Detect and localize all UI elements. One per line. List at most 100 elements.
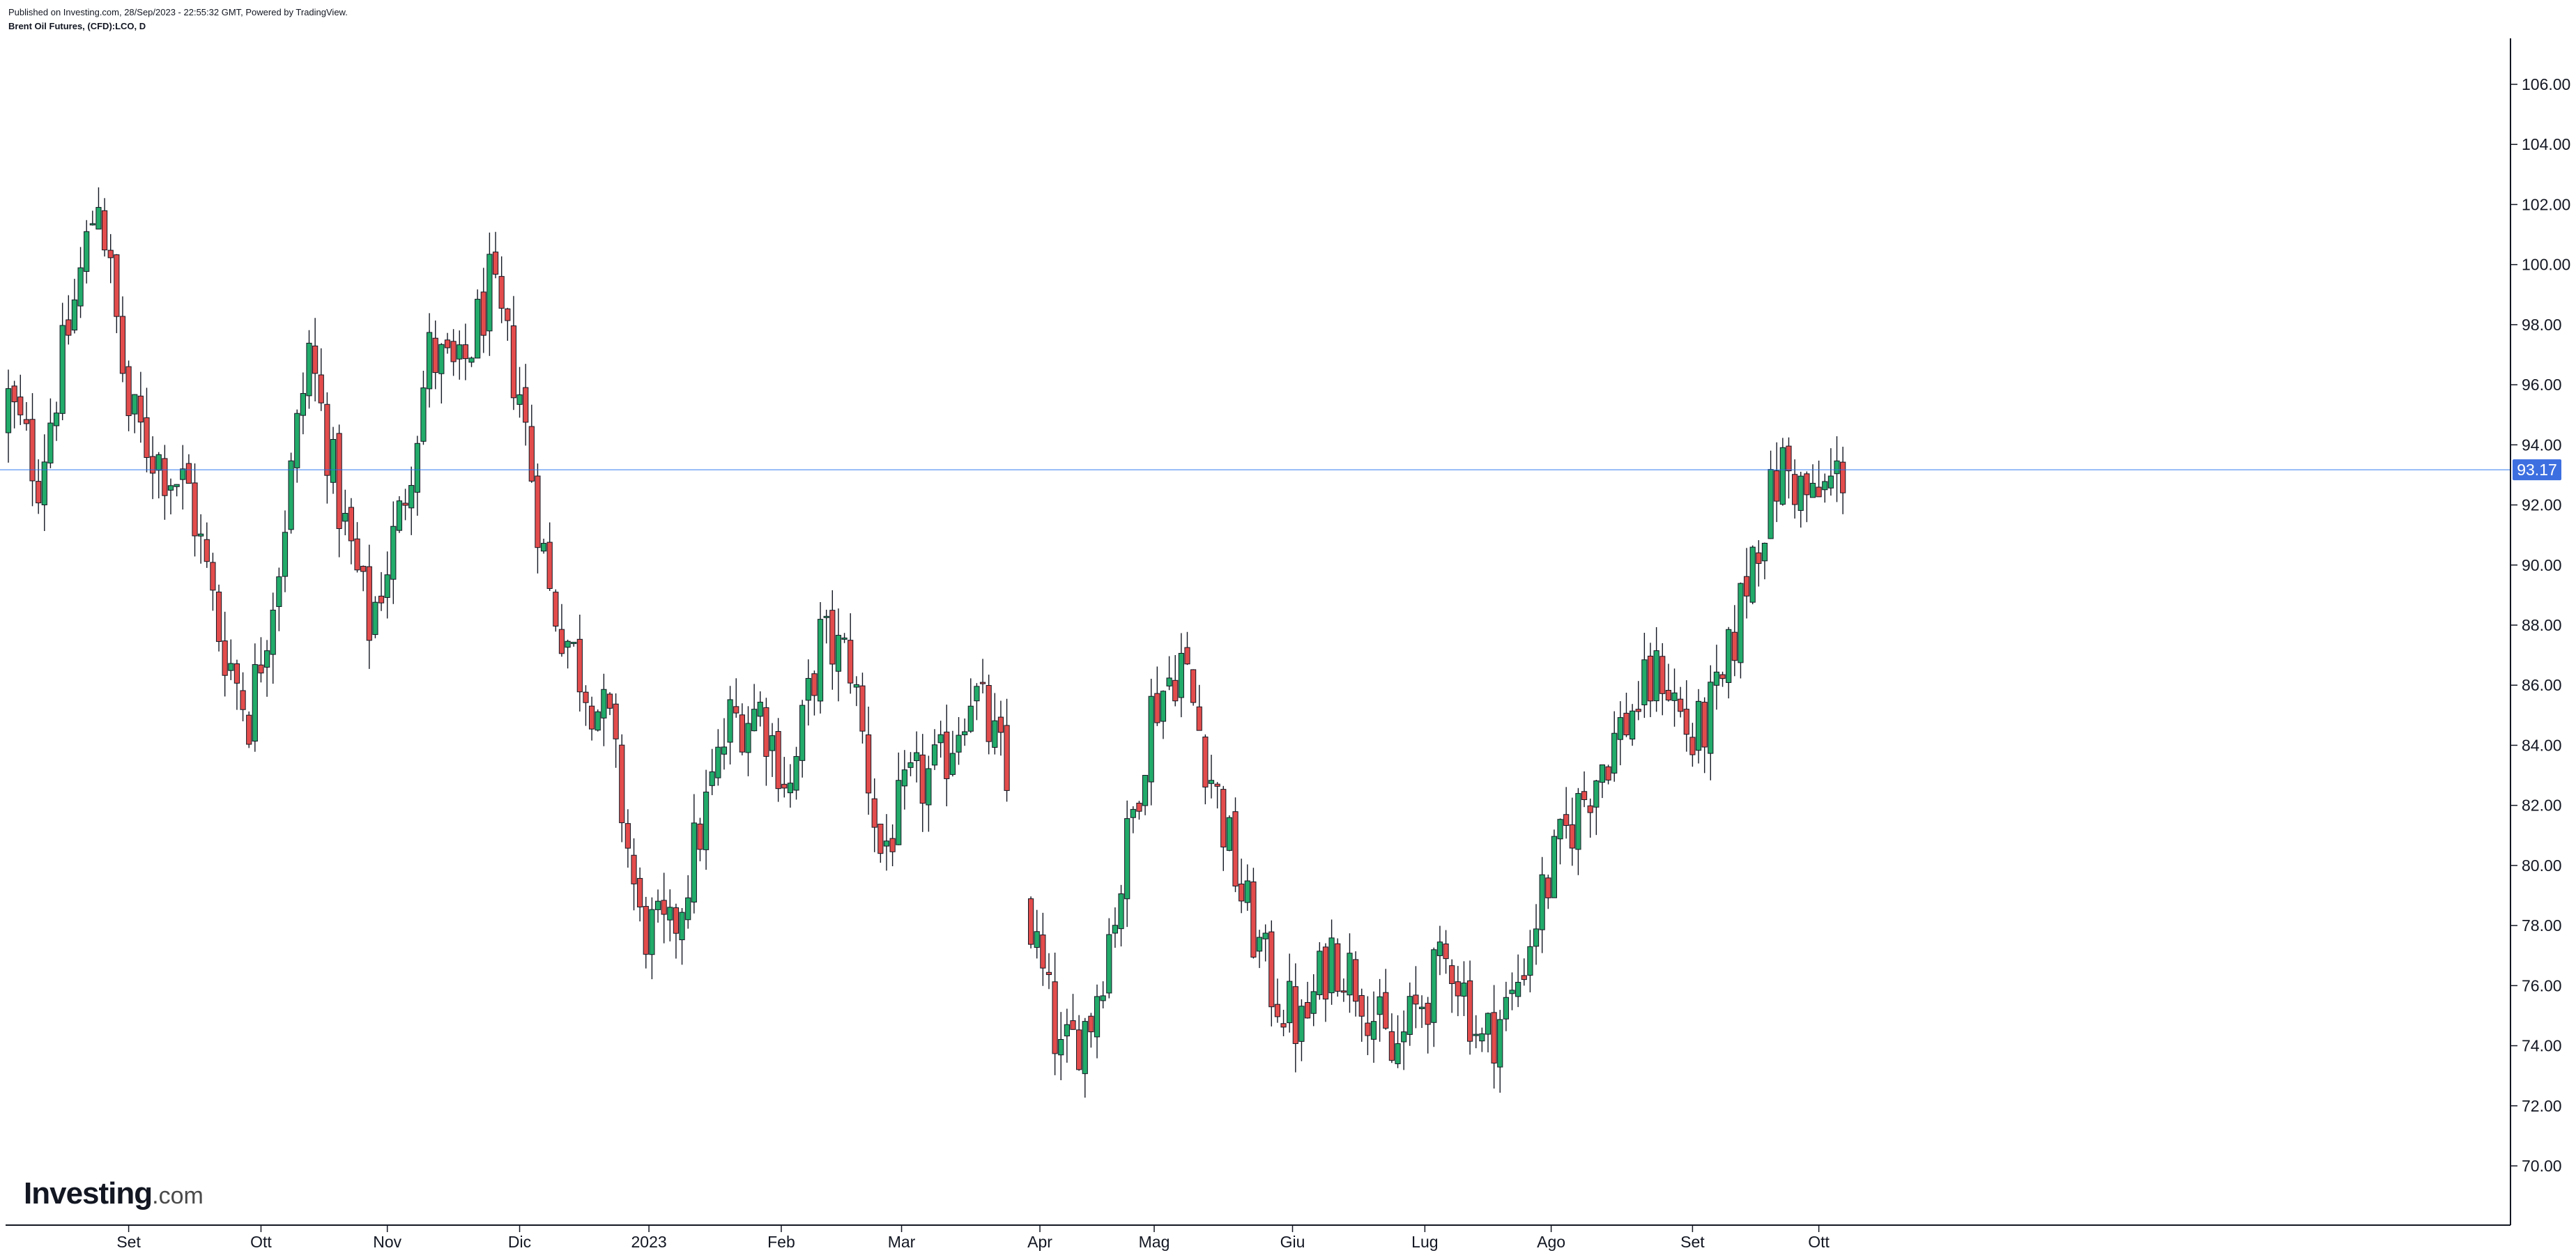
candle	[1190, 669, 1197, 706]
candle	[1335, 938, 1341, 997]
candle	[1816, 460, 1822, 498]
candle	[949, 730, 956, 777]
candle	[1178, 633, 1184, 718]
candle	[1088, 1013, 1094, 1048]
candle	[288, 452, 294, 534]
candle-body	[1124, 818, 1130, 900]
candle	[137, 371, 144, 443]
candle	[192, 463, 198, 557]
candle	[263, 640, 270, 697]
candle	[613, 693, 619, 768]
candle	[1509, 972, 1515, 1010]
candle-body	[1160, 691, 1167, 722]
candle-body	[769, 735, 776, 751]
candle-body	[180, 468, 186, 480]
candle-body	[263, 650, 270, 668]
candle	[1701, 697, 1708, 774]
candle-body	[1431, 949, 1437, 1023]
candle-body	[107, 249, 114, 259]
candle	[29, 393, 36, 507]
candle	[1130, 806, 1136, 833]
candle-body	[1792, 474, 1798, 505]
candle	[324, 392, 330, 504]
candle-body	[745, 723, 751, 753]
candle	[1292, 963, 1298, 1073]
candle-body	[408, 485, 415, 509]
candle-body	[1100, 995, 1106, 1001]
candle	[414, 436, 420, 516]
candle-body	[1142, 775, 1149, 806]
y-tick-label: 76.00	[2522, 976, 2562, 994]
candle	[811, 670, 818, 716]
candle-body	[1605, 766, 1611, 781]
candle-body	[1232, 811, 1239, 886]
candle-body	[1045, 971, 1052, 976]
candle	[751, 684, 758, 732]
candle-body	[1786, 445, 1792, 472]
candle-body	[11, 385, 17, 403]
candle-body	[1678, 698, 1684, 712]
investing-logo[interactable]: Investing.com	[24, 1176, 204, 1211]
candle-body	[1599, 764, 1606, 783]
candle-body	[739, 714, 745, 753]
candle-body	[691, 822, 697, 902]
candle-body	[829, 610, 836, 665]
candle-body	[457, 344, 463, 360]
candle-body	[1148, 695, 1154, 783]
candle-body	[204, 539, 210, 562]
candle	[1298, 999, 1305, 1061]
candle-body	[516, 394, 523, 405]
candle	[1094, 984, 1101, 1059]
candle-body	[1076, 1029, 1082, 1070]
candle	[1040, 912, 1046, 986]
candle-body	[535, 475, 541, 548]
candle	[1401, 1010, 1407, 1070]
candle	[697, 817, 703, 861]
candle-body	[931, 744, 938, 766]
candle-body	[282, 532, 289, 577]
candle	[907, 752, 914, 776]
candle	[1377, 978, 1383, 1042]
candle	[1052, 952, 1058, 1075]
candle	[1738, 582, 1744, 679]
candle-body	[679, 912, 685, 941]
candle	[1370, 991, 1377, 1063]
candle	[17, 374, 24, 425]
candle	[1287, 953, 1293, 1033]
candle	[805, 659, 811, 726]
candle-body	[871, 798, 877, 828]
candle	[1076, 1015, 1082, 1071]
candle-body	[865, 734, 872, 794]
candle-body	[1641, 659, 1648, 705]
candle	[1436, 925, 1443, 976]
candle-body	[1436, 941, 1443, 956]
candle-body	[1184, 647, 1190, 665]
candle-body	[1377, 996, 1383, 1015]
candle-body	[475, 298, 481, 359]
candle-body	[1563, 814, 1570, 827]
candle	[1605, 764, 1611, 785]
candle-body	[1106, 934, 1112, 994]
candle	[252, 643, 258, 752]
candle-body	[1479, 1033, 1485, 1042]
x-tick-label: Set	[116, 1233, 141, 1251]
candle-body	[1052, 981, 1058, 1054]
candle-body	[510, 325, 517, 399]
candle-body	[427, 332, 433, 390]
candle-body	[1713, 671, 1720, 686]
candle-body	[1443, 943, 1449, 960]
candle	[114, 254, 120, 334]
candle	[992, 693, 998, 755]
candle	[1479, 1027, 1485, 1052]
candle-body	[733, 706, 739, 714]
candle-body	[306, 342, 312, 397]
candle	[1497, 1010, 1503, 1093]
candle-body	[1491, 1012, 1497, 1064]
candle	[1028, 896, 1034, 948]
candle	[1557, 818, 1563, 865]
candle-body	[167, 485, 174, 491]
candle-body	[1593, 780, 1600, 808]
candle	[1449, 959, 1455, 1013]
candle-body	[901, 769, 907, 787]
